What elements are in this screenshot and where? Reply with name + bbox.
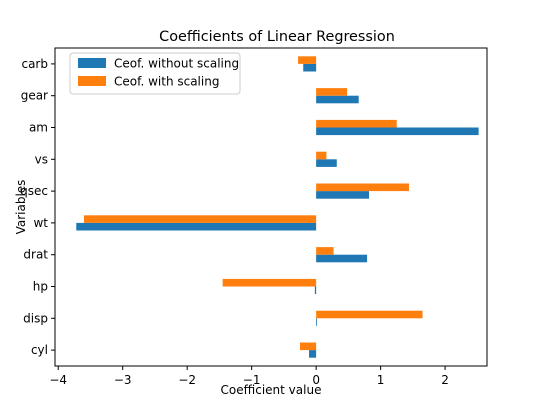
x-tick-label: −3: [114, 373, 132, 387]
y-tick-label-carb: carb: [21, 57, 48, 71]
bar-hp-with-scaling: [222, 278, 317, 287]
bar-wt-with-scaling: [84, 215, 317, 223]
bar-carb-with-scaling: [298, 56, 317, 64]
bars-group: [76, 56, 479, 358]
y-axis-title: Variables: [14, 180, 28, 235]
bar-gear-with-scaling: [316, 88, 348, 96]
legend-swatch-with-scaling: [78, 76, 106, 86]
bar-vs-with-scaling: [316, 151, 327, 160]
y-tick-label-am: am: [29, 121, 48, 135]
bar-disp-without-scaling: [316, 318, 317, 326]
legend-label-without-scaling: Ceof. without scaling: [114, 57, 239, 71]
y-tick-label-vs: vs: [35, 152, 48, 166]
y-tick-label-gear: gear: [21, 89, 48, 103]
bar-cyl-with-scaling: [300, 342, 317, 351]
legend-label-with-scaling: Ceof. with scaling: [114, 75, 219, 89]
bar-am-without-scaling: [316, 127, 479, 136]
bar-vs-without-scaling: [316, 159, 337, 167]
legend-swatch-without-scaling: [78, 58, 106, 68]
x-tick-label: −4: [49, 373, 67, 387]
ticks-group: −4 −3 −2 −1 0 1 2 cyl disp hp drat wt qsec vs am gear ca…: [20, 57, 449, 387]
y-tick-label-drat: drat: [23, 248, 48, 262]
chart-title: Coefficients of Linear Regression: [159, 29, 395, 45]
plot-frame: [54, 47, 488, 367]
bar-carb-without-scaling: [303, 63, 317, 72]
bar-qsec-without-scaling: [316, 191, 370, 199]
y-tick-label-hp: hp: [33, 280, 48, 294]
x-tick-label: −2: [178, 373, 196, 387]
x-axis-title: Coefficient value: [221, 383, 322, 397]
x-tick-label: 2: [441, 373, 449, 387]
legend: Ceof. without scaling Ceof. with scaling: [69, 52, 241, 95]
x-tick-label: −1: [243, 373, 261, 387]
legend-box: [69, 52, 241, 95]
y-tick-label-cyl: cyl: [31, 343, 48, 357]
bar-am-with-scaling: [316, 119, 397, 128]
x-tick-label: 0: [312, 373, 320, 387]
bar-qsec-with-scaling: [316, 183, 409, 192]
y-tick-label-qsec: qsec: [20, 184, 48, 198]
bar-cyl-without-scaling: [309, 350, 317, 358]
bar-drat-without-scaling: [316, 254, 368, 263]
bar-gear-without-scaling: [316, 95, 359, 104]
bar-wt-without-scaling: [76, 222, 317, 231]
x-tick-label: 1: [377, 373, 385, 387]
bar-hp-without-scaling: [314, 286, 317, 295]
bar-drat-with-scaling: [316, 247, 334, 255]
y-tick-label-wt: wt: [33, 216, 48, 230]
bar-disp-with-scaling: [316, 310, 423, 319]
y-tick-label-disp: disp: [23, 311, 48, 325]
